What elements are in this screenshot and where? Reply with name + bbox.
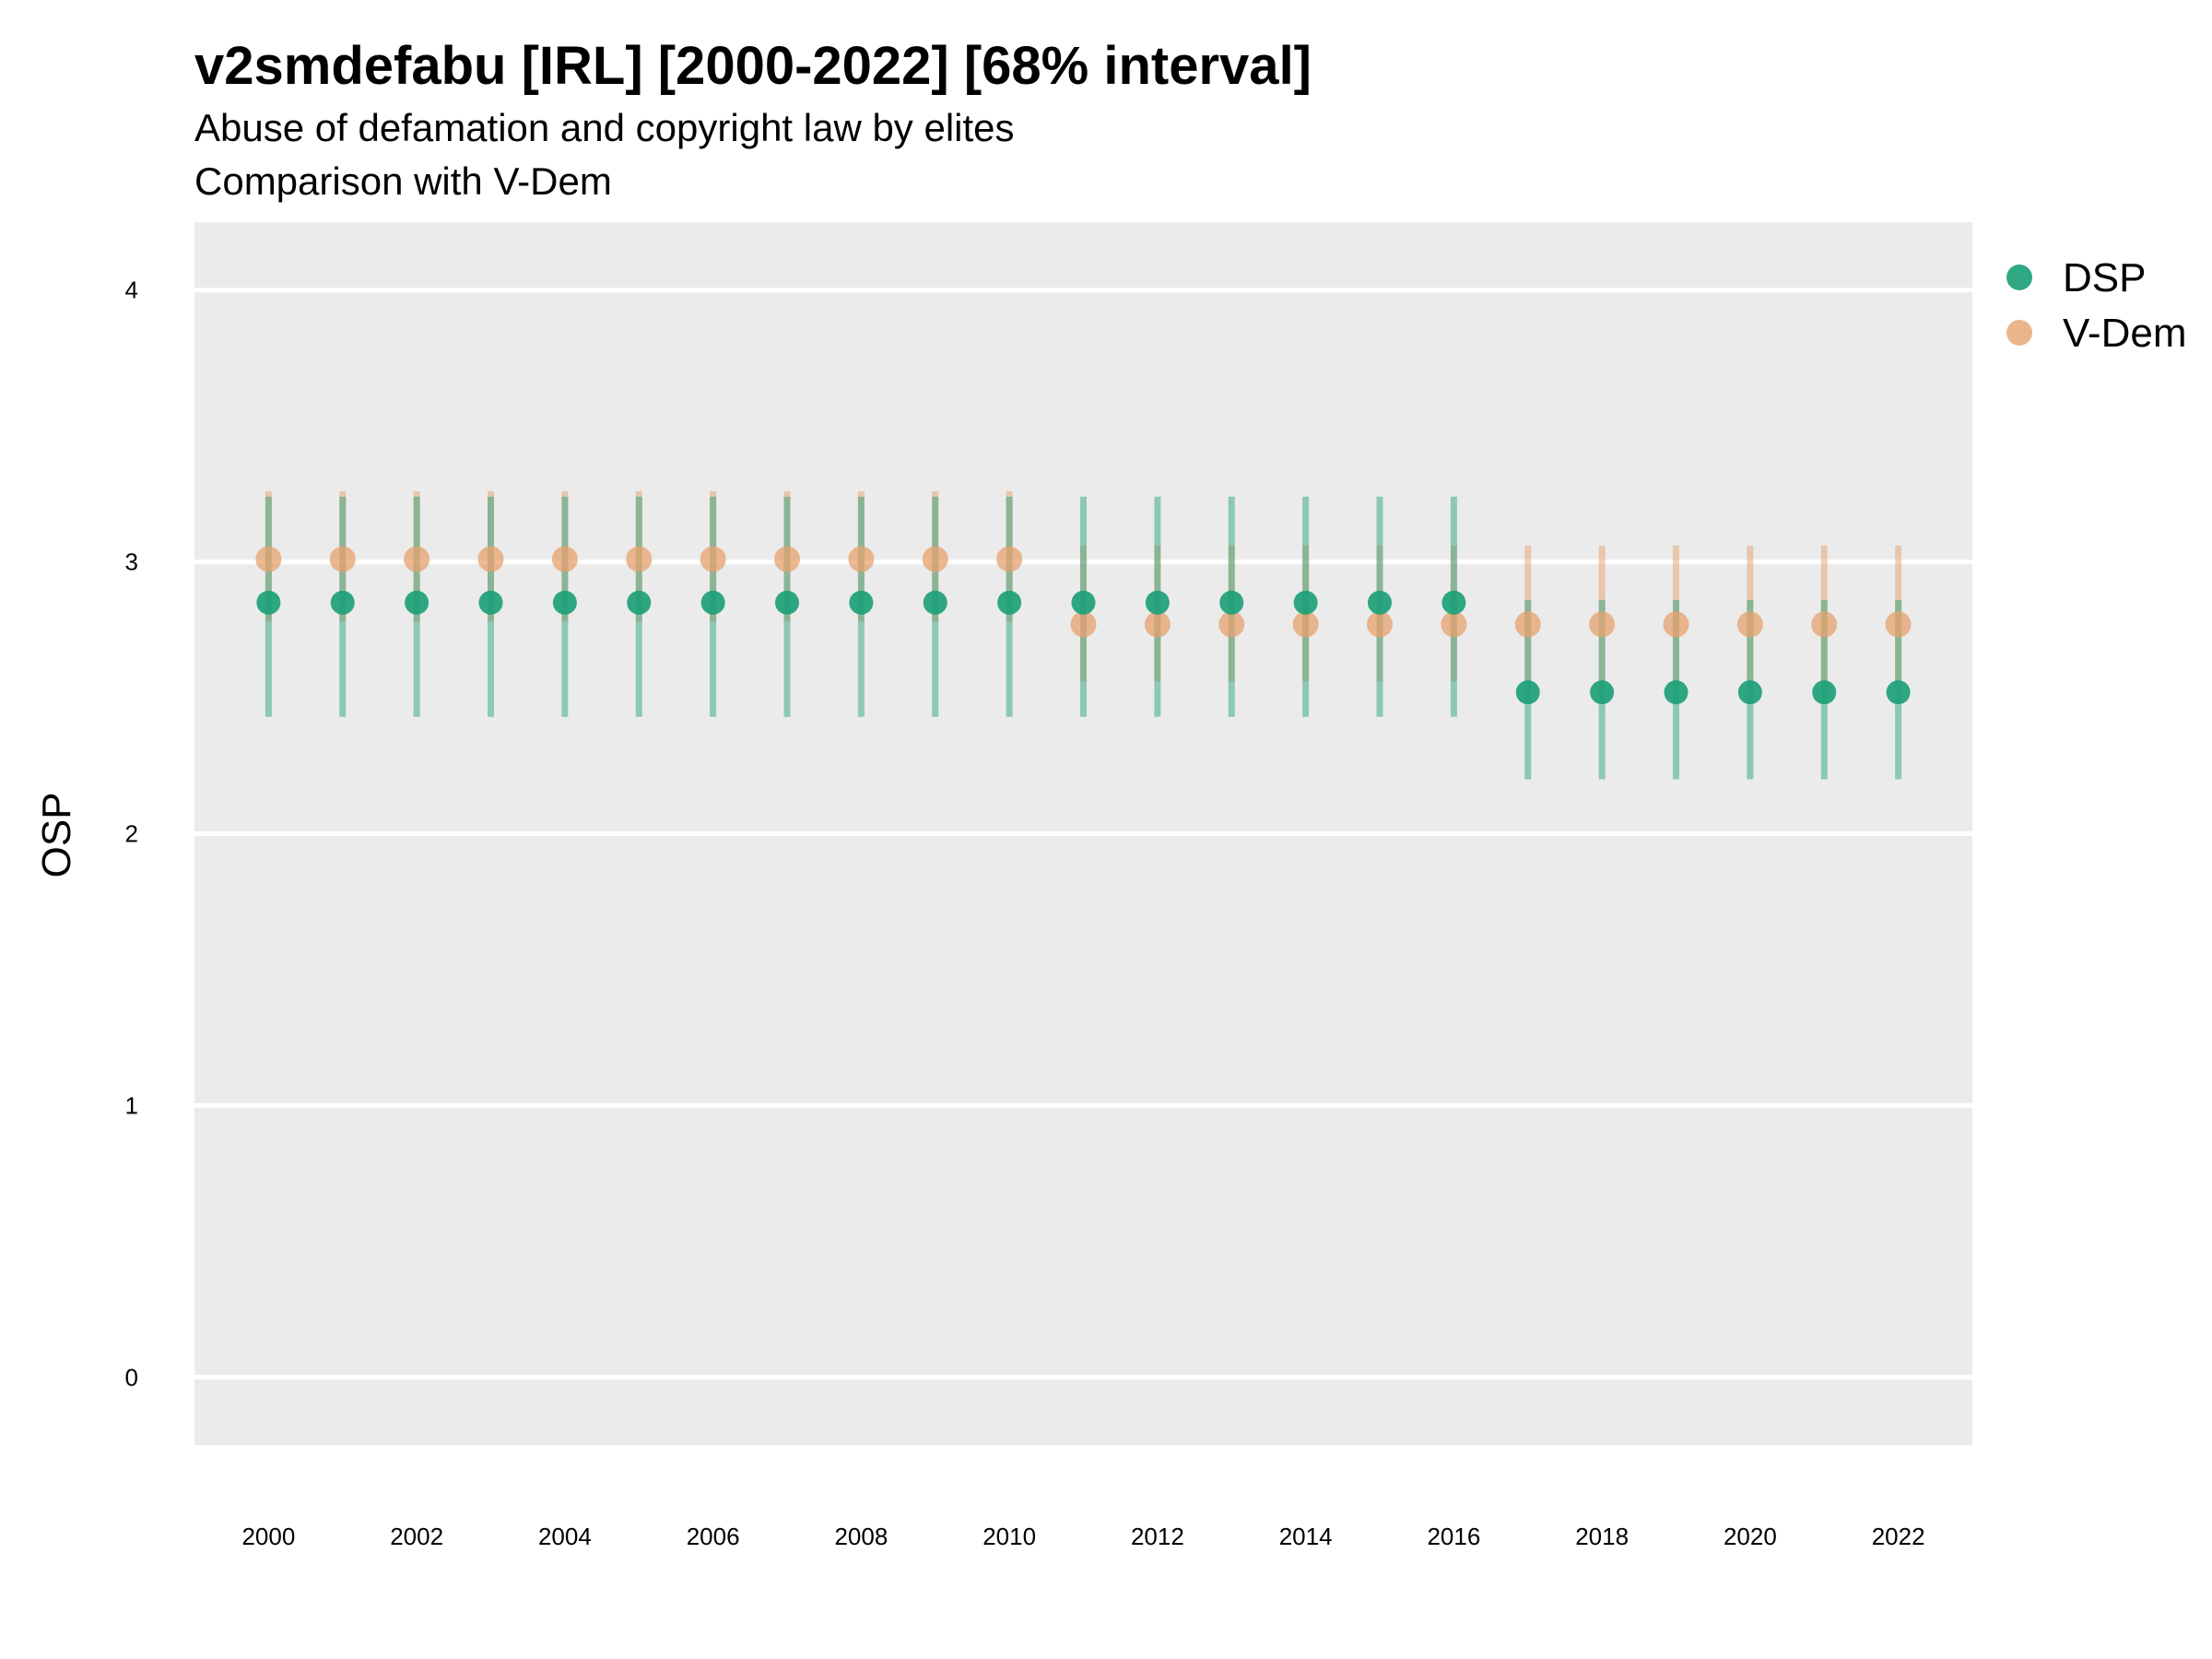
point-dsp xyxy=(478,590,503,615)
point-dsp xyxy=(1812,680,1837,705)
point-vdem xyxy=(1218,611,1245,638)
y-tick-label: 3 xyxy=(125,548,138,576)
point-dsp xyxy=(1886,680,1911,705)
point-vdem xyxy=(922,546,948,572)
x-tick-label: 2018 xyxy=(1575,1523,1629,1550)
x-tick-labels: 2000 2002 2004 2006 2008 2010 2012 2014 2016 2018… xyxy=(241,1523,1924,1550)
legend-label-vdem: V-Dem xyxy=(2063,311,2186,356)
y-tick-labels: 0 1 2 3 4 xyxy=(125,276,138,1392)
y-tick-label: 2 xyxy=(125,820,138,848)
legend-label-dsp: DSP xyxy=(2063,255,2146,300)
point-vdem xyxy=(996,546,1023,572)
point-dsp xyxy=(1515,680,1540,705)
point-vdem xyxy=(404,546,430,572)
legend-marker-vdem xyxy=(2006,320,2032,346)
point-vdem xyxy=(1736,611,1763,638)
point-dsp xyxy=(775,590,799,615)
point-vdem xyxy=(1885,611,1912,638)
x-tick-label: 2008 xyxy=(834,1523,888,1550)
legend: DSP V-Dem xyxy=(2006,255,2186,356)
chart-subtitle-line-2: Comparison with V-Dem xyxy=(194,159,612,203)
chart-title: v2smdefabu [IRL] [2000-2022] [68% interv… xyxy=(194,36,1312,96)
point-dsp xyxy=(1737,680,1762,705)
point-dsp xyxy=(700,590,725,615)
x-tick-label: 2016 xyxy=(1427,1523,1480,1550)
point-dsp xyxy=(1071,590,1096,615)
point-dsp xyxy=(923,590,947,615)
point-vdem xyxy=(774,546,800,572)
point-dsp xyxy=(997,590,1022,615)
point-dsp xyxy=(1145,590,1170,615)
x-tick-label: 2004 xyxy=(538,1523,592,1550)
point-dsp xyxy=(1590,680,1615,705)
point-vdem xyxy=(1292,611,1319,638)
point-dsp xyxy=(1293,590,1318,615)
y-tick-label: 1 xyxy=(125,1091,138,1119)
chart-subtitle-line-1: Abuse of defamation and copyright law by… xyxy=(194,106,1015,149)
point-vdem xyxy=(1514,611,1541,638)
point-vdem xyxy=(1441,611,1467,638)
point-vdem xyxy=(255,546,282,572)
point-vdem xyxy=(700,546,726,572)
point-vdem xyxy=(1144,611,1171,638)
point-dsp xyxy=(552,590,577,615)
point-dsp xyxy=(1664,680,1688,705)
point-dsp xyxy=(405,590,429,615)
y-tick-label: 4 xyxy=(125,276,138,304)
point-vdem xyxy=(1367,611,1393,638)
x-tick-label: 2000 xyxy=(241,1523,295,1550)
point-dsp xyxy=(849,590,874,615)
x-tick-label: 2006 xyxy=(687,1523,740,1550)
data-points xyxy=(255,546,1912,705)
point-dsp xyxy=(1219,590,1244,615)
y-tick-label: 0 xyxy=(125,1363,138,1391)
y-axis-label: OSP xyxy=(34,793,79,878)
point-dsp xyxy=(1368,590,1392,615)
x-tick-label: 2014 xyxy=(1279,1523,1333,1550)
point-vdem xyxy=(477,546,504,572)
point-vdem xyxy=(626,546,653,572)
x-tick-label: 2012 xyxy=(1131,1523,1184,1550)
x-tick-label: 2010 xyxy=(982,1523,1036,1550)
x-tick-label: 2002 xyxy=(390,1523,443,1550)
point-vdem xyxy=(1663,611,1689,638)
legend-marker-dsp xyxy=(2006,265,2032,290)
point-dsp xyxy=(330,590,355,615)
x-tick-label: 2022 xyxy=(1872,1523,1925,1550)
point-vdem xyxy=(1811,611,1838,638)
point-dsp xyxy=(256,590,281,615)
point-vdem xyxy=(848,546,875,572)
x-tick-label: 2020 xyxy=(1724,1523,1777,1550)
point-vdem xyxy=(551,546,578,572)
point-vdem xyxy=(1589,611,1616,638)
point-dsp xyxy=(627,590,652,615)
point-dsp xyxy=(1441,590,1466,615)
point-vdem xyxy=(329,546,356,572)
point-vdem xyxy=(1070,611,1097,638)
